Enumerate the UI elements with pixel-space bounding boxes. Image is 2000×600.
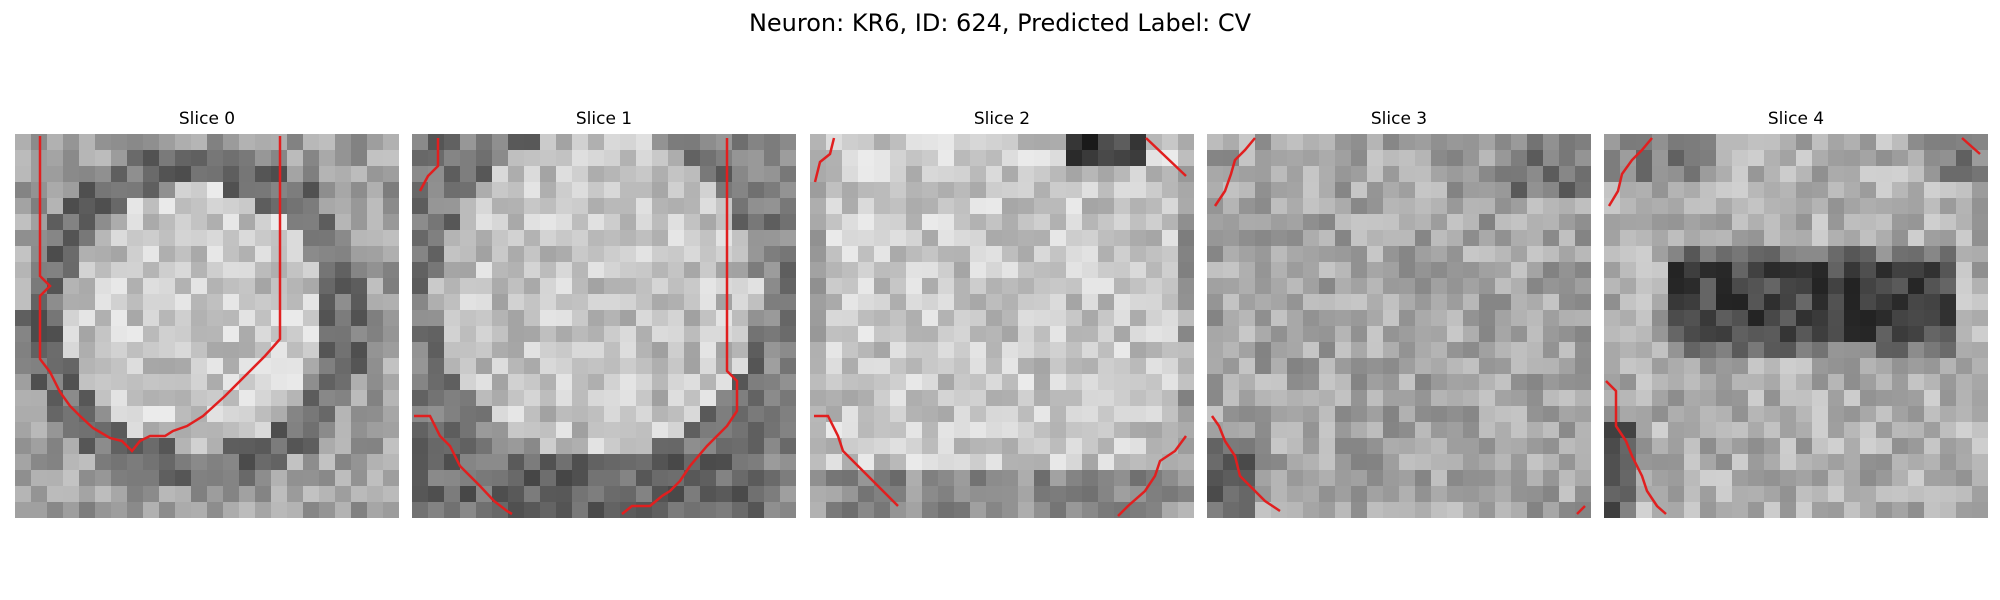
slice-panel-1: Slice 1 bbox=[412, 108, 796, 518]
slice-panel-0: Slice 0 bbox=[15, 108, 399, 518]
slice-title: Slice 0 bbox=[178, 109, 236, 129]
contour-line bbox=[1210, 415, 1281, 513]
slice-panel-2: Slice 2 bbox=[810, 108, 1194, 518]
slice-panel-4: Slice 4 bbox=[1604, 108, 1988, 518]
contour-line bbox=[1117, 435, 1188, 517]
contour-line bbox=[418, 138, 440, 192]
contour-overlay bbox=[414, 138, 739, 516]
slice-image-0 bbox=[15, 134, 399, 518]
slice-image-2 bbox=[810, 134, 1194, 518]
slice-title: Slice 2 bbox=[973, 109, 1031, 129]
contour-line bbox=[1145, 137, 1187, 177]
contour-overlay bbox=[1210, 137, 1586, 515]
slice-image-4 bbox=[1604, 134, 1988, 518]
contour-line bbox=[814, 414, 899, 507]
slice-title: Slice 3 bbox=[1370, 109, 1428, 129]
slice-image-3 bbox=[1207, 134, 1591, 518]
contour-line bbox=[1576, 505, 1586, 515]
slice-title: Slice 1 bbox=[575, 109, 633, 129]
slice-title: Slice 4 bbox=[1767, 109, 1825, 129]
contour-line bbox=[813, 137, 836, 183]
figure-title: Neuron: KR6, ID: 624, Predicted Label: C… bbox=[748, 9, 1252, 37]
contour-overlay bbox=[813, 137, 1188, 517]
grayscale-image bbox=[810, 134, 1194, 518]
contour-overlay bbox=[1605, 137, 1981, 515]
slice-panel-3: Slice 3 bbox=[1207, 108, 1591, 518]
contour-line bbox=[1605, 380, 1667, 515]
contour-line bbox=[38, 136, 282, 453]
contour-line bbox=[1607, 137, 1653, 207]
grayscale-image bbox=[1604, 134, 1988, 518]
contour-overlay bbox=[38, 136, 282, 453]
contour-line bbox=[621, 138, 739, 515]
grayscale-image bbox=[15, 134, 399, 518]
contour-line bbox=[414, 414, 513, 516]
contour-line bbox=[1961, 137, 1981, 155]
grayscale-image bbox=[1207, 134, 1591, 518]
slice-image-1 bbox=[412, 134, 796, 518]
contour-line bbox=[1213, 137, 1256, 207]
grayscale-image bbox=[412, 134, 796, 518]
